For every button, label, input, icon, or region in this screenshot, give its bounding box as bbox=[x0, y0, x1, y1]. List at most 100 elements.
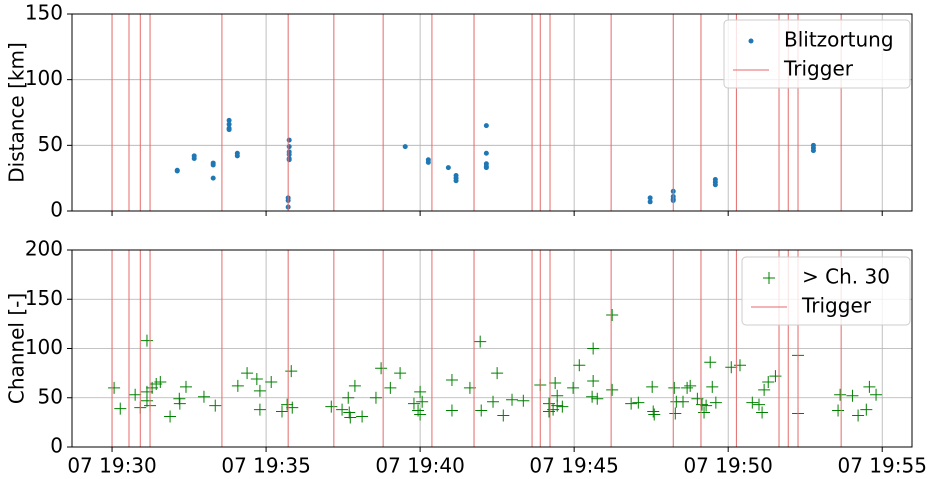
dot-marker bbox=[226, 127, 232, 133]
plus-marker bbox=[698, 406, 711, 419]
plus-marker bbox=[668, 381, 681, 394]
plus-marker bbox=[491, 367, 504, 380]
plus-marker bbox=[769, 370, 782, 383]
x-tick-label: 07 19:35 bbox=[221, 454, 310, 478]
axes-frame bbox=[71, 249, 913, 448]
plus-marker bbox=[179, 380, 192, 393]
plus-marker bbox=[231, 379, 244, 392]
plus-marker bbox=[646, 380, 659, 393]
plus-marker bbox=[414, 385, 427, 398]
plus-marker bbox=[375, 362, 388, 375]
plus-marker bbox=[704, 356, 717, 369]
plus-marker bbox=[681, 381, 694, 394]
plus-marker bbox=[164, 410, 177, 423]
plus-marker bbox=[348, 379, 361, 392]
plus-marker bbox=[832, 404, 845, 417]
plus-marker bbox=[517, 394, 530, 407]
plus-marker bbox=[648, 408, 661, 421]
plus-marker bbox=[474, 335, 487, 348]
plus-marker bbox=[591, 392, 604, 405]
axes-frame bbox=[71, 13, 913, 212]
plus-marker bbox=[265, 375, 278, 388]
plus-marker bbox=[606, 383, 619, 396]
legend-label: Blitzortung bbox=[784, 28, 894, 52]
plus-marker bbox=[549, 376, 562, 389]
plus-marker bbox=[253, 403, 266, 416]
y-tick-label: 0 bbox=[50, 198, 63, 222]
plus-marker bbox=[281, 398, 294, 411]
dot-marker bbox=[483, 150, 489, 156]
dot-marker bbox=[286, 157, 292, 163]
plus-marker bbox=[394, 367, 407, 380]
dot-marker bbox=[210, 175, 216, 181]
legend-label: Trigger bbox=[783, 57, 854, 81]
plus-marker bbox=[250, 373, 263, 386]
plus-marker bbox=[140, 394, 153, 407]
dot-marker bbox=[402, 144, 408, 150]
x-tick-label: 07 19:45 bbox=[529, 454, 618, 478]
plus-marker bbox=[669, 407, 682, 420]
x-tick-label: 07 19:30 bbox=[67, 454, 156, 478]
x-tick-label: 07 19:40 bbox=[375, 454, 464, 478]
plus-marker bbox=[709, 396, 722, 409]
x-tick-label: 07 19:50 bbox=[683, 454, 772, 478]
dot-marker bbox=[210, 162, 216, 168]
plus-marker bbox=[834, 388, 847, 401]
y-axis-label: Channel [-] bbox=[5, 293, 29, 404]
plus-marker bbox=[863, 380, 876, 393]
plus-marker bbox=[416, 395, 429, 408]
y-tick-label: 150 bbox=[25, 1, 63, 25]
plus-marker bbox=[140, 334, 153, 347]
plus-marker bbox=[384, 381, 397, 394]
plus-marker bbox=[758, 383, 771, 396]
plus-marker bbox=[762, 375, 775, 388]
plus-marker bbox=[285, 365, 298, 378]
plus-marker bbox=[846, 389, 859, 402]
dot-marker bbox=[174, 167, 180, 173]
plus-marker bbox=[445, 404, 458, 417]
x-tick-label: 07 19:55 bbox=[837, 454, 926, 478]
plus-marker bbox=[487, 395, 500, 408]
plus-marker bbox=[647, 405, 660, 418]
plus-marker bbox=[325, 400, 338, 413]
plus-marker bbox=[197, 390, 210, 403]
plus-marker bbox=[632, 396, 645, 409]
plus-marker bbox=[852, 409, 865, 422]
dot-marker bbox=[483, 123, 489, 129]
dot-marker bbox=[226, 117, 232, 123]
plus-marker bbox=[114, 402, 127, 415]
dot-marker bbox=[445, 165, 451, 171]
plus-marker bbox=[556, 400, 569, 413]
plus-marker bbox=[173, 397, 186, 410]
legend-box bbox=[741, 256, 911, 326]
y-tick-label: 0 bbox=[50, 434, 63, 458]
plus-marker bbox=[606, 309, 619, 322]
legend-marker bbox=[763, 272, 775, 284]
plus-marker bbox=[725, 361, 738, 374]
plus-marker bbox=[108, 381, 121, 394]
y-tick-label: 100 bbox=[25, 66, 63, 90]
plus-marker bbox=[173, 392, 186, 405]
plus-marker bbox=[551, 399, 564, 412]
plus-marker bbox=[573, 359, 586, 372]
plus-marker bbox=[129, 388, 142, 401]
y-tick-label: 100 bbox=[25, 335, 63, 359]
dot-marker bbox=[712, 182, 718, 188]
plus-marker bbox=[154, 375, 167, 388]
dot-marker bbox=[425, 159, 431, 165]
plus-marker bbox=[733, 359, 746, 372]
plus-marker bbox=[241, 367, 254, 380]
dot-marker bbox=[647, 199, 653, 205]
dot-marker bbox=[483, 165, 489, 171]
dot-marker bbox=[234, 153, 240, 159]
y-tick-label: 200 bbox=[25, 237, 63, 261]
y-axis-label: Distance [km] bbox=[5, 42, 29, 182]
plus-marker bbox=[344, 411, 357, 424]
dot-marker bbox=[286, 137, 292, 143]
plus-marker bbox=[445, 374, 458, 387]
dot-marker bbox=[226, 121, 232, 127]
plus-marker bbox=[407, 397, 420, 410]
y-tick-label: 50 bbox=[38, 384, 63, 408]
legend-label: Trigger bbox=[801, 294, 872, 318]
